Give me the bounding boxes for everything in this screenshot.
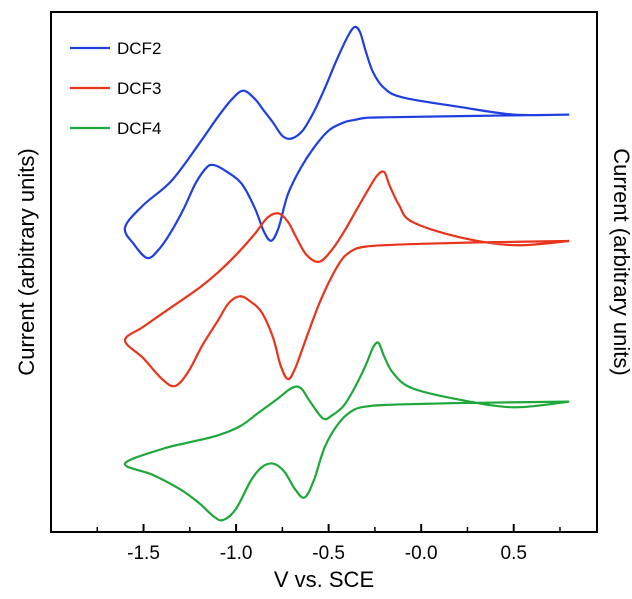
x-tick-label: -1.5 <box>127 543 160 564</box>
legend-label-dcf3: DCF3 <box>117 79 161 98</box>
series-line-dcf3 <box>123 170 570 388</box>
x-tick-label: -0.0 <box>405 543 438 564</box>
plot-frame <box>50 11 598 533</box>
x-tick-label: -1.0 <box>220 543 253 564</box>
legend: DCF2 DCF3 DCF4 <box>70 39 161 138</box>
y-axis-title-left: Current (arbitrary units) <box>14 148 39 375</box>
x-axis-ticks: -1.5 -1.0 -0.5 -0.0 0.5 <box>96 524 561 564</box>
x-tick-label: -0.5 <box>312 543 345 564</box>
x-axis-title: V vs. SCE <box>274 567 374 592</box>
x-tick-label: 0.5 <box>501 543 527 564</box>
series-layer <box>123 25 570 522</box>
series-line-dcf4 <box>123 341 570 522</box>
y-axis-title-right: Current (arbitrary units) <box>609 148 632 375</box>
legend-label-dcf2: DCF2 <box>117 39 161 58</box>
series-line-dcf2 <box>123 25 570 260</box>
legend-label-dcf4: DCF4 <box>117 119 161 138</box>
